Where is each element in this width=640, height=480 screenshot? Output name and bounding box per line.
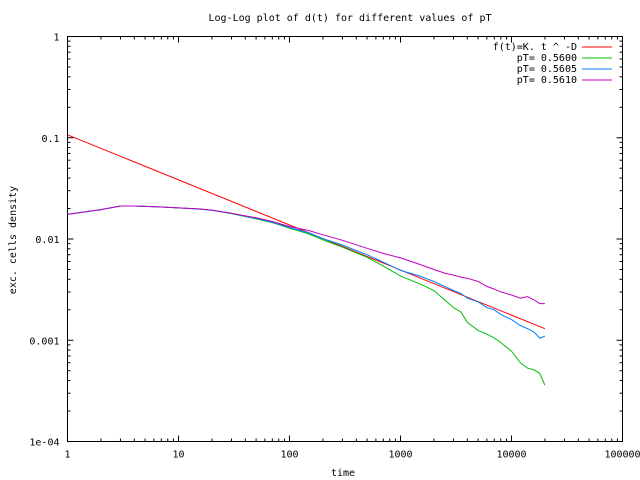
- data-series: [67, 134, 546, 386]
- x-tick-label: 1000: [388, 450, 412, 461]
- legend-label-3: pT= 0.5605: [517, 64, 577, 75]
- x-tick-label: 1: [64, 450, 70, 461]
- x-axis-label: time: [331, 468, 355, 479]
- y-axis-label: exc. cells density: [8, 186, 19, 294]
- y-tick-label: 0.001: [29, 336, 59, 347]
- x-tick-label: 10: [172, 450, 184, 461]
- legend-label-2: pT= 0.5600: [517, 53, 577, 64]
- axis-ticks: 1 10 100 1000 10000 100000 1e-04 0.001 0.01 0.1 1: [29, 33, 640, 461]
- legend-label-1: f(t)=K. t ^ -D: [493, 42, 577, 53]
- legend-label-4: pT= 0.5610: [517, 75, 577, 86]
- y-tick-label: 1e-04: [29, 438, 59, 449]
- series-line-4: [67, 205, 545, 305]
- x-tick-label: 100: [280, 450, 298, 461]
- y-tick-label: 1: [53, 33, 59, 44]
- x-tick-label: 100000: [604, 450, 640, 461]
- chart-title: Log-Log plot of d(t) for different value…: [209, 13, 492, 24]
- x-tick-label: 10000: [496, 450, 526, 461]
- y-tick-label: 0.1: [41, 134, 59, 145]
- y-tick-label: 0.01: [35, 235, 59, 246]
